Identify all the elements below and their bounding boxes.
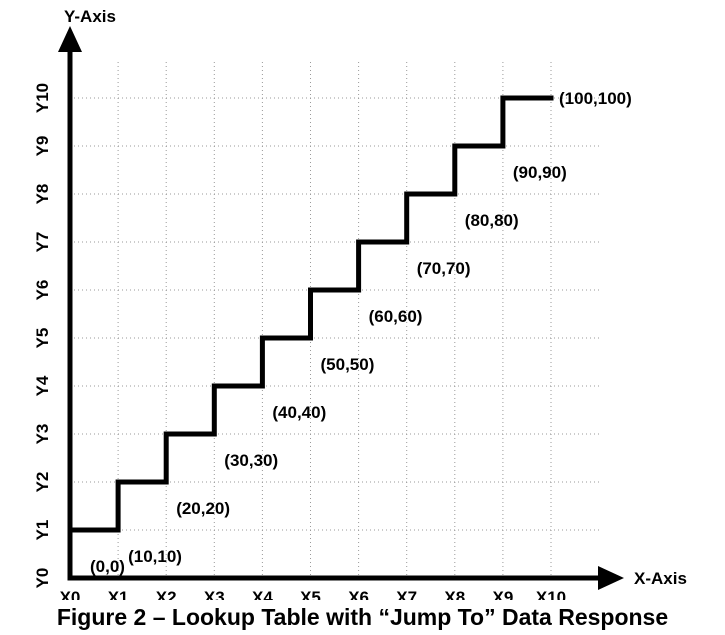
- y-tick-label: Y1: [33, 520, 52, 541]
- y-tick-label: Y10: [33, 83, 52, 113]
- data-label: (40,40): [272, 403, 326, 422]
- step-chart: Y-Axis X-Axis X0 X1 X2 X3 X4 X5 X6 X7 X8 X9 X10 Y0 Y1 Y…: [33, 7, 687, 607]
- y-tick-label: Y4: [33, 375, 52, 396]
- data-label: (0,0): [90, 557, 125, 576]
- data-label: (90,90): [513, 163, 567, 182]
- x-tick-label: X0: [60, 588, 81, 600]
- data-label: (50,50): [321, 355, 375, 374]
- x-tick-label: X2: [156, 588, 177, 600]
- data-label: (60,60): [369, 307, 423, 326]
- data-label: (80,80): [465, 211, 519, 230]
- x-tick-label: X6: [348, 588, 369, 600]
- data-label: (10,10): [128, 547, 182, 566]
- figure-caption: Figure 2 – Lookup Table with “Jump To” D…: [56, 604, 669, 630]
- y-axis-arrow: [58, 26, 82, 52]
- y-tick-label: Y0: [33, 568, 52, 589]
- axes: [58, 26, 624, 590]
- x-tick-label: X4: [252, 588, 273, 600]
- y-tick-label: Y7: [33, 232, 52, 253]
- series: [67, 95, 554, 581]
- labels: Y-Axis X-Axis X0 X1 X2 X3 X4 X5 X6 X7 X8 X9 X10 Y0 Y1 Y…: [33, 7, 687, 607]
- data-label: (100,100): [559, 89, 632, 108]
- data-label: (70,70): [417, 259, 471, 278]
- y-tick-label: Y9: [33, 136, 52, 157]
- y-tick-label: Y2: [33, 472, 52, 493]
- y-tick-label: Y5: [33, 328, 52, 349]
- gridlines: [70, 62, 600, 578]
- x-tick-label: X9: [493, 588, 514, 600]
- x-axis-title: X-Axis: [634, 569, 687, 588]
- data-label: (20,20): [176, 499, 230, 518]
- y-tick-label: Y6: [33, 280, 52, 301]
- x-tick-label: X8: [444, 588, 465, 600]
- x-tick-label: X7: [396, 588, 417, 600]
- y-tick-label: Y3: [33, 424, 52, 445]
- step-line: [67, 95, 554, 581]
- y-tick-label: Y8: [33, 184, 52, 205]
- x-tick-label: X5: [300, 588, 321, 600]
- x-tick-label: X10: [536, 588, 566, 600]
- x-tick-label: X1: [108, 588, 129, 600]
- x-tick-label: X3: [204, 588, 225, 600]
- x-axis-arrow: [598, 566, 624, 590]
- y-axis-title: Y-Axis: [64, 7, 116, 26]
- data-label: (30,30): [224, 451, 278, 470]
